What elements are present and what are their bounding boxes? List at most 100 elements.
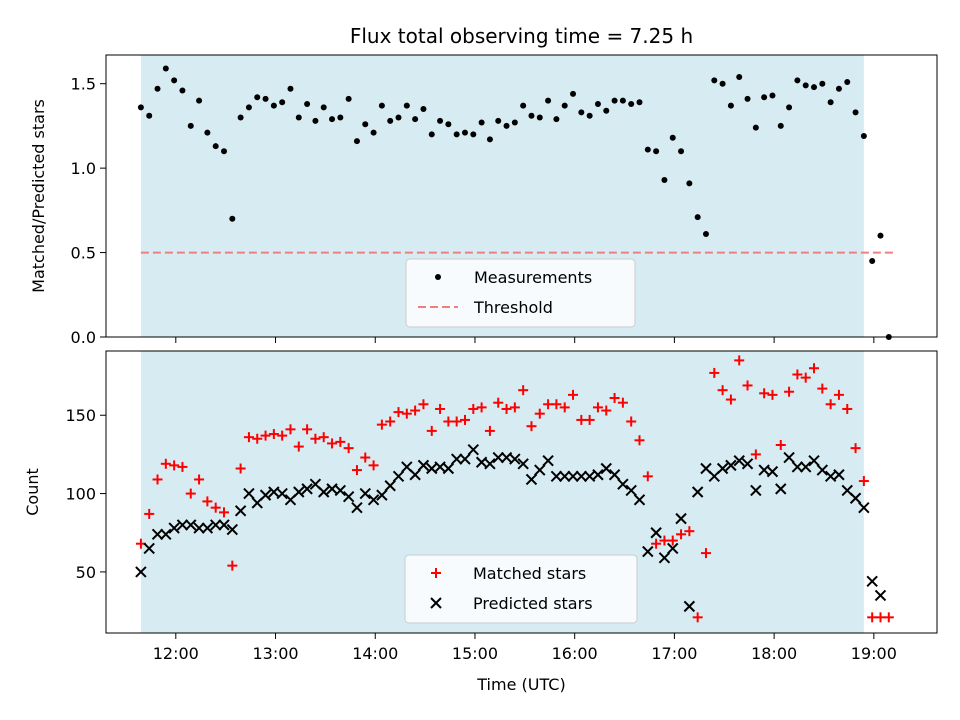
measurement-point xyxy=(445,121,452,128)
x-tick-label: 18:00 xyxy=(751,644,797,663)
measurement-point xyxy=(570,90,577,97)
measurement-point xyxy=(769,92,776,99)
predicted-star-point xyxy=(542,454,554,467)
predicted-star-point xyxy=(259,489,272,501)
matched-star-point xyxy=(509,402,520,413)
x-tick-label: 13:00 xyxy=(252,644,298,663)
measurement-point xyxy=(329,116,336,123)
measurement-point xyxy=(678,148,685,155)
measurement-point xyxy=(187,122,194,129)
matched-star-point xyxy=(501,403,512,414)
legend-box xyxy=(405,258,636,328)
matched-star-point xyxy=(858,476,869,487)
predicted-star-point xyxy=(442,462,455,475)
matched-star-point xyxy=(734,355,745,366)
measurement-point xyxy=(412,116,419,123)
measurement-point xyxy=(387,117,394,124)
predicted-star-point xyxy=(367,494,380,506)
predicted-star-point xyxy=(716,462,729,475)
measurement-point xyxy=(628,100,635,107)
y-tick-label: 1.0 xyxy=(71,159,96,178)
matched-star-point xyxy=(468,403,479,414)
measurement-point xyxy=(802,82,809,89)
predicted-star-point xyxy=(176,519,189,531)
measurement-point xyxy=(636,99,643,106)
predicted-star-point xyxy=(384,480,396,492)
y-tick-label: 150 xyxy=(65,406,96,425)
x-axis-label: Time (UTC) xyxy=(476,675,565,694)
predicted-star-point xyxy=(691,486,704,498)
predicted-star-point xyxy=(550,470,563,483)
measurement-point xyxy=(378,102,385,109)
matched-star-point xyxy=(518,385,529,396)
matched-star-point xyxy=(418,399,429,410)
measurement-point xyxy=(869,258,876,265)
matched-star-point xyxy=(484,425,495,436)
matched-star-point xyxy=(759,388,770,399)
predicted-star-point xyxy=(392,470,405,483)
measurement-point xyxy=(262,95,269,102)
measurement-point xyxy=(669,134,676,141)
measurement-point xyxy=(711,77,718,84)
predicted-star-point xyxy=(766,465,779,478)
measurement-point xyxy=(561,102,568,109)
x-tick-label: 17:00 xyxy=(651,644,697,663)
measurement-point xyxy=(470,131,477,138)
measurement-point xyxy=(362,121,369,128)
measurement-point xyxy=(254,94,261,101)
measurement-point xyxy=(486,136,493,143)
measurement-point xyxy=(586,112,593,119)
matched-star-point xyxy=(451,416,462,427)
predicted-star-point xyxy=(683,600,696,613)
matched-star-point xyxy=(642,471,653,482)
measurement-point xyxy=(237,114,244,121)
matched-star-point xyxy=(684,526,695,537)
predicted-star-point xyxy=(135,566,147,578)
matched-star-point xyxy=(767,389,778,400)
predicted-star-point xyxy=(509,453,521,465)
matched-star-point xyxy=(850,443,861,454)
matched-star-point xyxy=(194,474,205,485)
matched-star-point xyxy=(609,393,620,403)
predicted-star-point xyxy=(517,458,529,470)
predicted-star-point xyxy=(575,470,588,483)
matched-star-point xyxy=(401,408,412,419)
predicted-star-point xyxy=(642,545,654,558)
measurement-point xyxy=(345,95,352,102)
predicted-star-point xyxy=(209,519,222,531)
matched-star-point xyxy=(202,496,213,507)
measurement-point xyxy=(287,85,294,92)
matched-star-point xyxy=(327,438,338,449)
measurement-point xyxy=(495,117,502,124)
predicted-star-point xyxy=(160,528,172,541)
legend-matched-label: Matched stars xyxy=(473,564,586,583)
matched-star-point xyxy=(817,383,828,394)
matched-star-point xyxy=(376,419,387,430)
measurement-point xyxy=(644,146,651,153)
matched-star-point xyxy=(160,458,171,469)
predicted-star-point xyxy=(808,454,820,467)
bottom-panel: 50 100 150 12:00 13:00 14:00 15:00 16:00 17:00 18… xyxy=(23,350,938,694)
predicted-star-point xyxy=(559,470,571,483)
top-y-axis-label: Matched/Predicted stars xyxy=(29,99,48,293)
matched-star-point xyxy=(584,414,595,425)
matched-star-point xyxy=(285,424,296,435)
matched-star-point xyxy=(360,452,371,463)
predicted-star-point xyxy=(534,464,546,476)
measurement-point xyxy=(212,143,219,150)
measurement-point xyxy=(520,102,527,109)
matched-star-point xyxy=(551,399,562,410)
measurement-point xyxy=(312,117,319,124)
y-tick-label: 1.5 xyxy=(71,75,96,94)
matched-star-point xyxy=(825,399,836,410)
predicted-star-point xyxy=(450,453,463,465)
matched-star-point xyxy=(144,508,155,519)
matched-star-point xyxy=(634,435,645,446)
bottom-y-axis-label: Count xyxy=(23,468,42,516)
predicted-star-point xyxy=(849,492,862,504)
x-tick-label: 19:00 xyxy=(851,644,897,663)
measurement-point xyxy=(877,232,884,239)
legend-measurements-marker xyxy=(435,274,441,280)
predicted-star-point xyxy=(866,575,878,588)
measurement-point xyxy=(437,117,444,124)
